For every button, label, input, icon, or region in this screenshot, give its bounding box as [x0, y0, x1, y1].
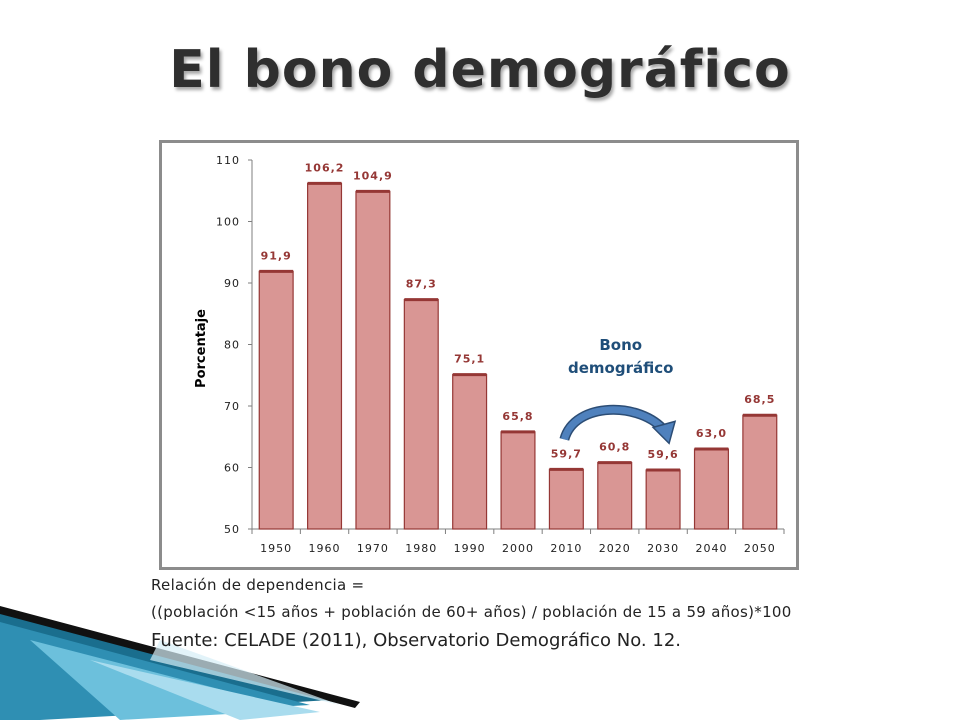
x-tick-label: 2050 — [744, 542, 776, 555]
annotation-arrow-outline — [559, 404, 669, 442]
x-tick-label: 1960 — [309, 542, 341, 555]
annotation-text: Bono — [599, 336, 642, 354]
bar-2050 — [742, 414, 778, 530]
footnote-formula: ((población <15 años + población de 60+ … — [151, 603, 792, 621]
y-tick-label: 100 — [216, 216, 240, 229]
data-label: 75,1 — [454, 353, 485, 366]
bar-2020 — [597, 461, 633, 530]
x-tick-label: 1980 — [405, 542, 437, 555]
x-tick-label: 2010 — [550, 542, 582, 555]
footnote-source: Fuente: CELADE (2011), Observatorio Demo… — [151, 630, 681, 651]
bar-1970 — [355, 190, 391, 530]
bar-2040 — [693, 448, 729, 530]
x-tick-label: 2000 — [502, 542, 534, 555]
data-label: 106,2 — [305, 161, 345, 174]
y-tick-label: 60 — [224, 462, 240, 475]
annotation-arrow — [560, 406, 668, 441]
footnote-dependency-ratio: Relación de dependencia = — [151, 576, 365, 594]
annotation-arrowhead — [651, 420, 677, 445]
y-axis-title: Porcentaje — [194, 309, 209, 388]
x-tick-label: 2030 — [647, 542, 679, 555]
data-label: 59,7 — [551, 447, 582, 460]
bar-1980 — [403, 299, 439, 530]
x-tick-label: 1990 — [454, 542, 486, 555]
annotation-text: demográfico — [568, 359, 673, 377]
data-label: 87,3 — [406, 278, 437, 291]
bar-2010 — [548, 468, 584, 530]
x-tick-label: 1950 — [260, 542, 292, 555]
data-label: 60,8 — [599, 441, 630, 454]
x-tick-label: 2040 — [695, 542, 727, 555]
chart-frame: 50 60 70 80 90 100 110 Porcentaje 91,9 1950 106,2 1… — [159, 140, 799, 570]
x-tick-label: 1970 — [357, 542, 389, 555]
y-tick-label: 50 — [224, 523, 240, 536]
y-tick-label: 110 — [216, 154, 240, 167]
data-label: 104,9 — [353, 169, 393, 182]
bar-2000 — [500, 431, 536, 530]
y-tick-label: 70 — [224, 400, 240, 413]
bar-1960 — [307, 182, 343, 530]
x-tick-label: 2020 — [599, 542, 631, 555]
bar-1990 — [452, 374, 488, 530]
bar-1950 — [258, 270, 294, 530]
data-label: 65,8 — [502, 410, 533, 423]
bar-chart: 50 60 70 80 90 100 110 Porcentaje 91,9 1950 106,2 1… — [194, 154, 785, 555]
bar-2030 — [645, 469, 681, 530]
data-label: 68,5 — [744, 393, 775, 406]
y-tick-label: 80 — [224, 339, 240, 352]
y-tick-label: 90 — [224, 277, 240, 290]
data-label: 59,6 — [648, 448, 679, 461]
data-label: 63,0 — [696, 427, 727, 440]
data-label: 91,9 — [261, 249, 292, 262]
slide-title: El bono demográfico — [169, 40, 791, 100]
